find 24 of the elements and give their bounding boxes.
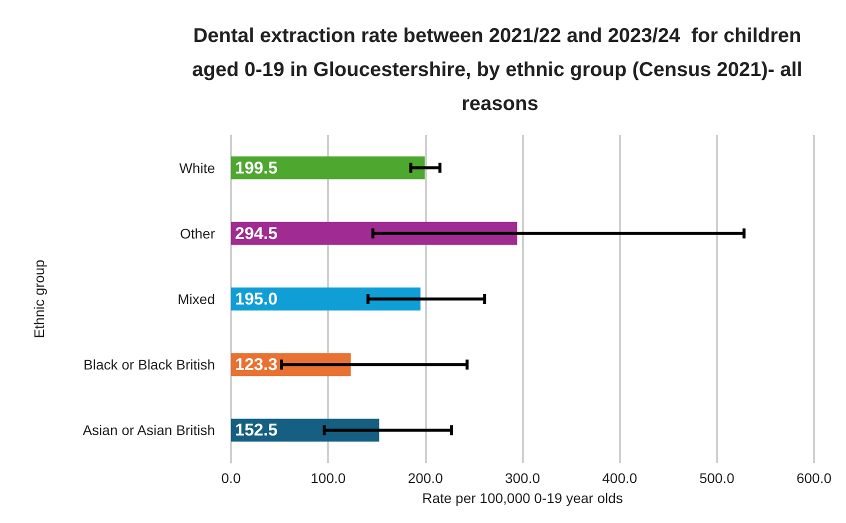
- bar: [231, 156, 425, 180]
- y-axis-title: Ethnic group: [31, 259, 47, 338]
- bar: [231, 418, 380, 442]
- x-tick-label: 600.0: [796, 470, 832, 486]
- bar: [231, 288, 420, 310]
- x-tick-label: 0.0: [221, 470, 241, 486]
- x-tick-label: 400.0: [602, 470, 638, 486]
- y-tick-label: Other: [180, 225, 216, 242]
- x-tick-label: 300.0: [504, 470, 540, 486]
- y-tick-label: Asian or Asian British: [82, 422, 215, 438]
- chart-title: Dental extraction rate between 2021/22 and 2023/24 for children aged 0-19 in Gloucestershire, by ethnic group (Census 2021)- all reasons: [192, 25, 808, 115]
- y-tick-label: Mixed: [178, 291, 215, 307]
- x-tick-label: 500.0: [699, 470, 735, 486]
- data-label: 123.3: [235, 355, 278, 374]
- data-label: 195.0: [235, 290, 278, 308]
- x-tick-label: 200.0: [408, 470, 444, 486]
- data-label: 199.5: [235, 158, 278, 178]
- y-tick-label: White: [179, 160, 216, 176]
- x-tick-label: 100.0: [310, 470, 346, 486]
- data-label: 294.5: [235, 224, 278, 243]
- x-axis-title: Rate per 100,000 0-19 year olds: [422, 490, 623, 506]
- y-tick-label: Black or Black British: [84, 356, 215, 373]
- data-label: 152.5: [235, 420, 278, 440]
- bar: [231, 222, 518, 245]
